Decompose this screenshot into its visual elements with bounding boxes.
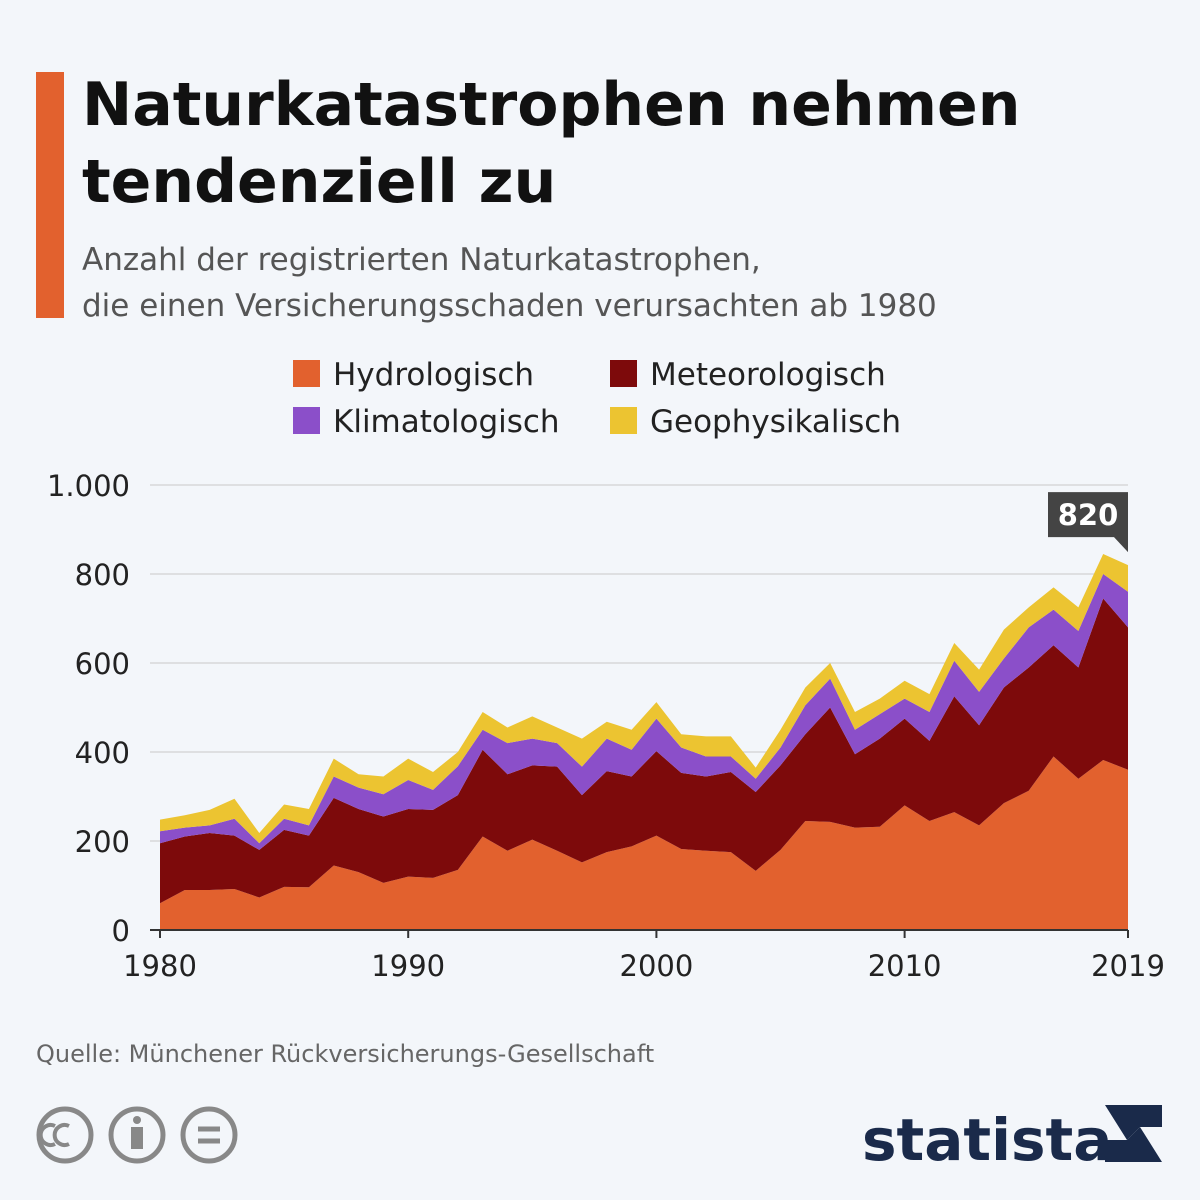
y-tick-label: 400 <box>75 736 130 770</box>
x-tick-label: 2019 <box>1091 949 1165 983</box>
chart-subtitle: die einen Versicherungsschaden verursach… <box>82 288 937 324</box>
source: Quelle: Münchener Rückversicherungs-Gese… <box>36 1040 654 1068</box>
area <box>160 553 1128 844</box>
legend-label: Geophysikalisch <box>650 404 901 440</box>
y-tick-label: 0 <box>112 914 130 948</box>
chart-title: tendenziell zu <box>82 147 556 217</box>
legend-swatch <box>610 360 637 387</box>
chart-subtitle: Anzahl der registrierten Naturkatastroph… <box>82 242 761 278</box>
y-tick-label: 200 <box>75 825 130 859</box>
legend-label: Hydrologisch <box>333 357 534 393</box>
callout-label: 820 <box>1058 498 1119 532</box>
legend-swatch <box>293 360 320 387</box>
area <box>160 574 1128 850</box>
x-tick-label: 1980 <box>123 949 197 983</box>
y-tick-label: 800 <box>75 558 130 592</box>
y-tick-label: 1.000 <box>47 469 130 503</box>
legend-swatch <box>293 407 320 434</box>
x-tick-label: 2000 <box>620 949 694 983</box>
accent-bar <box>36 72 64 318</box>
brand: statista <box>862 1106 1112 1174</box>
area <box>160 598 1128 904</box>
y-tick-label: 600 <box>75 647 130 681</box>
x-tick-label: 1990 <box>371 949 445 983</box>
license-icons <box>36 1106 238 1164</box>
callout <box>1048 492 1128 553</box>
x-tick-label: 2010 <box>868 949 942 983</box>
legend-label: Meteorologisch <box>650 357 886 393</box>
area <box>160 756 1128 930</box>
brand-logo <box>1105 1105 1162 1162</box>
chart-title: Naturkatastrophen nehmen <box>82 70 1020 140</box>
legend-swatch <box>610 407 637 434</box>
plot-areas <box>160 553 1128 930</box>
legend-label: Klimatologisch <box>333 404 560 440</box>
